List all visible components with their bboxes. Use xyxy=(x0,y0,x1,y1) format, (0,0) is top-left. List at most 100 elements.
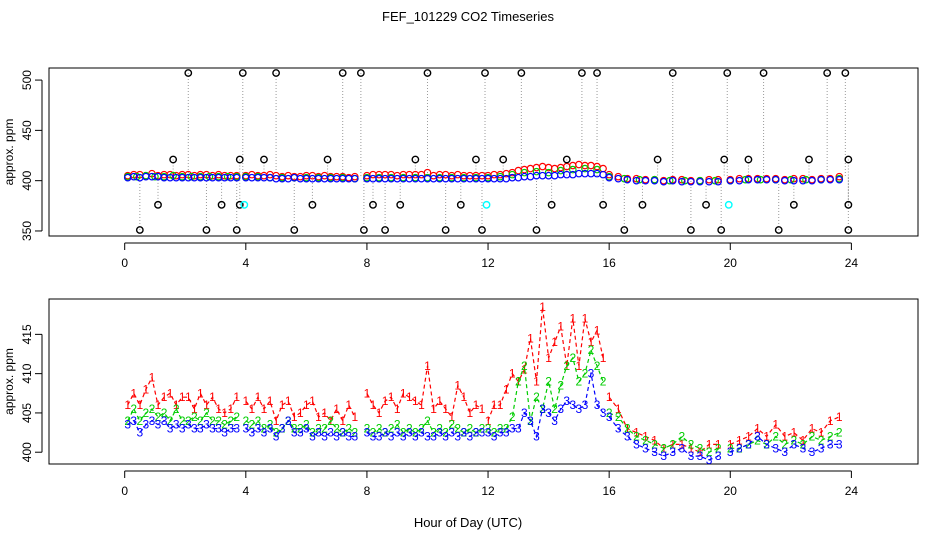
data-point-label: 1 xyxy=(167,386,174,400)
data-point-label: 2 xyxy=(563,359,570,373)
data-point-label: 3 xyxy=(364,426,371,440)
data-point-label: 3 xyxy=(715,449,722,463)
data-point xyxy=(482,200,491,209)
data-point-label: 2 xyxy=(412,426,419,440)
data-point-label: 3 xyxy=(697,449,704,463)
data-point-label: 3 xyxy=(370,430,377,444)
data-point-label: 1 xyxy=(727,437,734,451)
data-point xyxy=(771,175,780,184)
data-point xyxy=(514,173,523,182)
data-point-label: 2 xyxy=(436,422,443,436)
data-point-label: 1 xyxy=(400,386,407,400)
data-point-label: 2 xyxy=(315,422,322,436)
data-point-label: 3 xyxy=(557,402,564,416)
data-point-label: 2 xyxy=(124,414,131,428)
data-point-label: 2 xyxy=(291,422,298,436)
data-point-label: 1 xyxy=(161,390,168,404)
data-point-label: 3 xyxy=(818,441,825,455)
data-point-label: 1 xyxy=(582,312,589,326)
x-tick-label: 4 xyxy=(242,256,249,270)
data-point-label: 3 xyxy=(569,398,576,412)
data-point xyxy=(290,226,299,234)
data-point-label: 1 xyxy=(527,331,534,345)
data-point-label: 3 xyxy=(527,414,534,428)
series-line xyxy=(245,419,355,438)
data-point-label: 3 xyxy=(179,422,186,436)
data-point-label: 2 xyxy=(215,414,222,428)
data-point xyxy=(753,175,762,184)
data-point xyxy=(587,161,595,170)
data-point-label: 2 xyxy=(424,414,431,428)
data-point-label: 3 xyxy=(606,410,613,424)
data-point-label: 1 xyxy=(267,394,274,408)
x-axis-label: Hour of Day (UTC) xyxy=(413,515,523,530)
data-point-label: 3 xyxy=(291,426,298,440)
data-point xyxy=(717,226,726,234)
data-point xyxy=(714,177,722,186)
data-point-label: 3 xyxy=(836,437,843,451)
data-point-label: 3 xyxy=(327,426,334,440)
series-cyan xyxy=(240,200,733,209)
data-point-label: 3 xyxy=(155,418,162,432)
data-point xyxy=(369,200,377,209)
data-point-label: 2 xyxy=(818,433,825,447)
data-point xyxy=(702,200,710,209)
data-point xyxy=(514,166,523,175)
data-point xyxy=(599,170,607,179)
series-ref xyxy=(135,69,853,234)
data-point xyxy=(762,175,771,184)
data-point-label: 3 xyxy=(448,426,455,440)
data-point-label: 2 xyxy=(351,426,358,440)
data-point-label: 2 xyxy=(745,437,752,451)
data-point-label: 3 xyxy=(791,437,798,451)
y-tick-label: 350 xyxy=(20,221,34,241)
data-point-label: 1 xyxy=(185,390,192,404)
data-point xyxy=(405,174,414,183)
data-point-label: 3 xyxy=(800,441,807,455)
data-point xyxy=(441,226,450,234)
data-point xyxy=(517,69,526,77)
data-point-label: 1 xyxy=(227,402,234,416)
data-point xyxy=(151,172,159,181)
data-point-label: 3 xyxy=(388,430,395,444)
data-point-label: 3 xyxy=(215,422,222,436)
data-point-label: 2 xyxy=(406,422,413,436)
data-point-label: 1 xyxy=(255,390,262,404)
data-point-label: 3 xyxy=(242,422,249,436)
data-point-label: 1 xyxy=(791,426,798,440)
x-tick-label: 4 xyxy=(242,484,249,498)
data-point-label: 1 xyxy=(442,402,449,416)
data-point-label: 2 xyxy=(706,445,713,459)
data-point-label: 1 xyxy=(754,422,761,436)
data-point-label: 3 xyxy=(285,414,292,428)
data-point xyxy=(423,69,432,77)
data-point xyxy=(620,226,629,234)
data-point-label: 1 xyxy=(551,335,558,349)
series-line xyxy=(127,375,238,414)
data-point-label: 2 xyxy=(527,414,534,428)
data-point-label: 1 xyxy=(436,394,443,408)
data-point xyxy=(841,69,850,77)
data-point-label: 1 xyxy=(297,406,304,420)
data-point-label: 1 xyxy=(827,414,834,428)
data-point-label: 1 xyxy=(818,426,825,440)
data-point xyxy=(232,173,241,182)
data-point-label: 2 xyxy=(221,418,228,432)
data-point xyxy=(562,155,571,164)
data-point-label: 3 xyxy=(669,445,676,459)
data-point-label: 3 xyxy=(406,426,413,440)
series-line xyxy=(127,419,237,434)
data-point-label: 2 xyxy=(521,359,528,373)
data-point-label: 1 xyxy=(285,394,292,408)
data-point xyxy=(735,176,744,185)
data-point-label: 1 xyxy=(651,433,658,447)
data-point xyxy=(632,176,641,185)
data-point xyxy=(575,160,583,169)
data-point-label: 2 xyxy=(606,406,613,420)
data-point-label: 2 xyxy=(309,426,316,440)
data-point-label: 2 xyxy=(267,418,274,432)
data-point xyxy=(687,177,695,186)
data-point xyxy=(478,226,486,234)
data-point-label: 2 xyxy=(143,406,150,420)
